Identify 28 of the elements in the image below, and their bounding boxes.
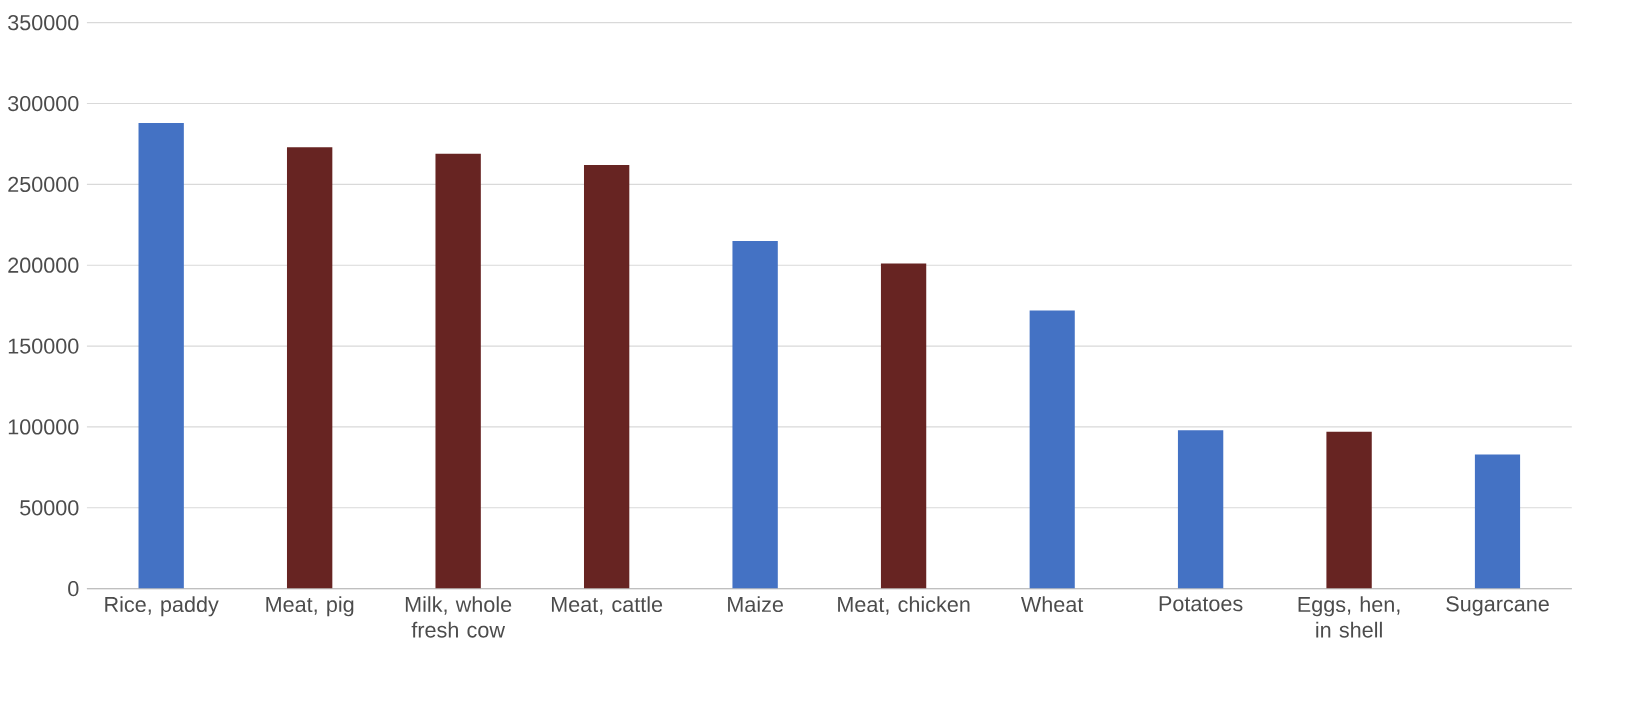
x-tick-label: Meat, chicken	[838, 596, 970, 615]
y-tick-label: 200000	[8, 257, 79, 273]
y-tick-label: 300000	[8, 95, 79, 112]
y-tick-label: 50000	[20, 500, 79, 516]
x-tick-label: Eggs, hen, in shell	[1298, 596, 1400, 638]
bar	[286, 147, 333, 589]
bar	[1029, 310, 1075, 589]
bar	[732, 241, 778, 589]
x-tick-label: Sugarcane	[1446, 596, 1549, 616]
bar	[138, 123, 184, 589]
y-tick-label: 100000	[8, 419, 79, 435]
bar	[435, 153, 481, 589]
bar	[583, 165, 630, 589]
x-tick-label: Rice, paddy	[105, 596, 219, 617]
y-tick-label: 0	[68, 581, 79, 597]
x-tick-label: Potatoes	[1159, 596, 1243, 612]
y-tick-label: 350000	[8, 15, 79, 31]
x-tick-label: Milk, whole fresh cow	[405, 596, 512, 638]
y-tick-label: 250000	[8, 176, 79, 193]
bar	[1474, 454, 1521, 589]
x-tick-label: Wheat	[1020, 596, 1084, 613]
x-tick-label: Maize	[728, 596, 783, 613]
bar	[880, 263, 927, 589]
x-tick-label: Meat, cattle	[551, 596, 663, 615]
x-tick-label: Meat, pig	[266, 596, 354, 617]
y-tick-label: 150000	[8, 338, 79, 354]
bar	[1177, 430, 1224, 589]
bar	[1326, 431, 1372, 589]
